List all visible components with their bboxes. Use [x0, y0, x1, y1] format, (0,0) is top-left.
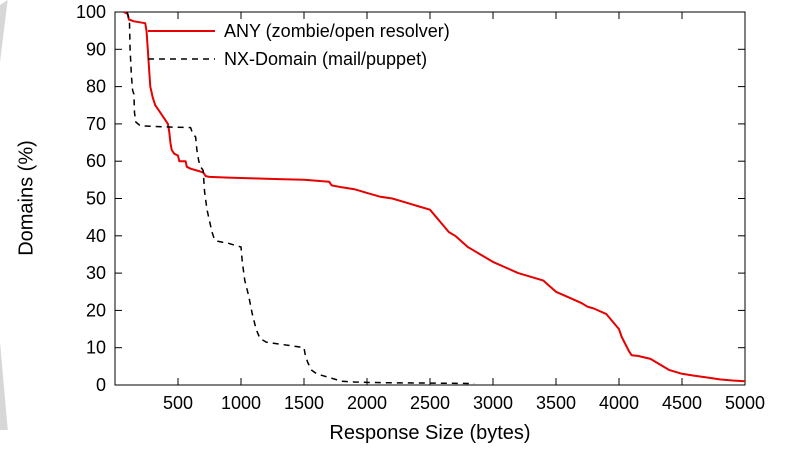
legend-label: ANY (zombie/open resolver) — [224, 21, 450, 41]
y-tick-label: 60 — [86, 151, 106, 171]
x-tick-label: 2000 — [347, 393, 387, 413]
x-tick-label: 4000 — [599, 393, 639, 413]
plot-border — [114, 11, 746, 386]
y-tick-label: 100 — [76, 2, 106, 22]
scan-artifact-bottom — [0, 342, 8, 430]
x-tick-label: 5000 — [725, 393, 765, 413]
x-tick-label: 2500 — [410, 393, 450, 413]
y-axis-label: Domains (%) — [15, 140, 38, 256]
x-tick-label: 1000 — [221, 393, 261, 413]
x-tick-label: 3000 — [473, 393, 513, 413]
x-tick-label: 4500 — [662, 393, 702, 413]
series-line — [123, 11, 746, 383]
x-tick-label: 500 — [163, 393, 193, 413]
x-axis-label: Response Size (bytes) — [329, 422, 531, 444]
y-tick-label: 20 — [86, 300, 106, 320]
y-tick-label: 10 — [86, 338, 106, 358]
y-tick-label: 70 — [86, 114, 106, 134]
legend-label: NX-Domain (mail/puppet) — [224, 49, 427, 69]
y-tick-label: 40 — [86, 226, 106, 246]
series-line — [126, 11, 475, 385]
x-tick-label: 3500 — [536, 393, 576, 413]
y-tick-label: 90 — [86, 39, 106, 59]
y-tick-label: 80 — [86, 77, 106, 97]
y-tick-label: 50 — [86, 189, 106, 209]
scan-artifact-top — [0, 0, 8, 62]
x-tick-label: 1500 — [284, 393, 324, 413]
y-tick-label: 30 — [86, 263, 106, 283]
y-tick-label: 0 — [96, 375, 106, 395]
